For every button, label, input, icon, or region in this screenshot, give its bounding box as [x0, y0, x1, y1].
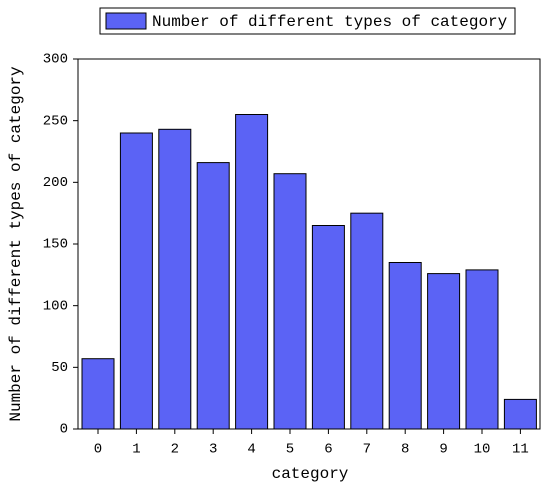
- y-tick-label: 250: [43, 113, 68, 129]
- x-tick-label: 9: [439, 442, 447, 458]
- bar: [119, 132, 153, 430]
- x-tick-label: 1: [132, 442, 140, 458]
- legend-box: [99, 7, 516, 35]
- y-tick-label: 0: [60, 422, 68, 438]
- x-tick-label: 8: [401, 442, 409, 458]
- x-tick-label: 0: [94, 442, 102, 458]
- bar: [311, 225, 345, 430]
- x-tick-label: 7: [363, 442, 371, 458]
- x-tick-label: 2: [171, 442, 179, 458]
- bar: [235, 114, 269, 430]
- x-tick-label: 11: [512, 442, 529, 458]
- bar: [388, 262, 422, 430]
- x-tick-label: 4: [247, 442, 255, 458]
- bar: [350, 212, 384, 430]
- x-tick-label: 3: [209, 442, 217, 458]
- y-tick-label: 50: [51, 360, 68, 376]
- x-tick-label: 10: [474, 442, 491, 458]
- bar: [81, 358, 115, 430]
- y-tick-label: 200: [43, 175, 68, 191]
- legend-swatch: [105, 12, 147, 30]
- bar: [158, 128, 192, 430]
- y-tick-label: 150: [43, 237, 68, 253]
- y-axis-label: Number of different types of category: [7, 66, 25, 422]
- x-axis-label: category: [272, 465, 349, 483]
- bar: [503, 398, 537, 430]
- bar: [465, 269, 499, 430]
- y-tick-label: 100: [43, 298, 68, 314]
- y-tick-label: 300: [43, 52, 68, 68]
- bar: [196, 162, 230, 430]
- legend-label: Number of different types of category: [152, 13, 508, 31]
- x-tick-label: 5: [286, 442, 294, 458]
- bar: [427, 273, 461, 430]
- bar: [273, 173, 307, 430]
- x-tick-label: 6: [324, 442, 332, 458]
